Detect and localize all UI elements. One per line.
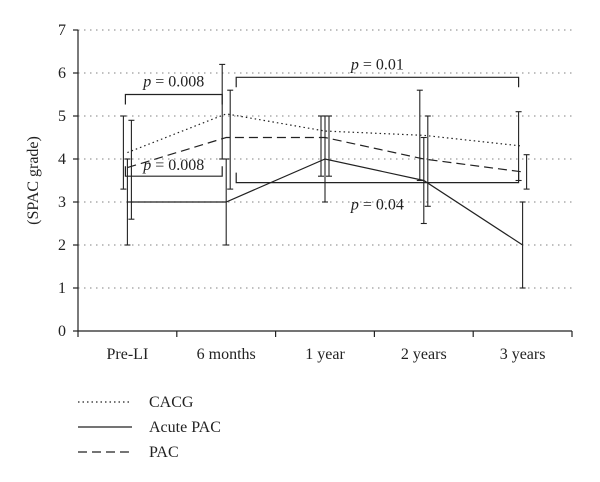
series-line: [127, 113, 523, 154]
y-tick-label: 1: [58, 280, 66, 297]
x-tick-label: 1 year: [305, 346, 345, 363]
series-pac: [127, 89, 530, 220]
p-value-label: p = 0.008: [142, 157, 204, 174]
y-tick-label: 4: [58, 151, 66, 168]
p-value: = 0.01: [359, 56, 404, 73]
x-tick-label: Pre-LI: [107, 346, 149, 363]
significance-bracket: [235, 172, 520, 184]
p-value-label: p = 0.04: [350, 197, 404, 214]
significance-annotation: p = 0.01: [235, 56, 520, 88]
p-value: = 0.008: [151, 157, 204, 174]
y-tick-label: 3: [58, 194, 66, 211]
y-tick-label: 5: [58, 108, 66, 125]
significance-annotation: p = 0.04: [235, 172, 520, 214]
significance-bracket: [124, 166, 223, 177]
x-tick-label: 3 years: [500, 346, 546, 363]
y-tick-label: 7: [58, 22, 66, 39]
p-value: = 0.008: [151, 74, 204, 91]
legend-label: Acute PAC: [149, 419, 221, 436]
legend-entry: PAC: [78, 444, 179, 461]
axes-layer: 0 1 2 3 4 5 6 7 Pre-LI 6 months 1 year 2 years 3 yea…: [25, 22, 573, 363]
p-symbol: p: [142, 74, 151, 91]
legend-entry: Acute PAC: [78, 419, 221, 436]
p-symbol: p: [350, 197, 359, 214]
y-axis-label: (SPAC grade): [25, 136, 42, 225]
p-value-label: p = 0.01: [350, 56, 404, 73]
y-tick-label: 6: [58, 65, 66, 82]
significance-bracket: [235, 76, 520, 88]
significance-bracket: [124, 93, 223, 105]
x-tick-label: 6 months: [197, 346, 256, 363]
series-layer: [120, 63, 530, 289]
p-value-label: p = 0.008: [142, 74, 204, 91]
y-tick-label: 2: [58, 237, 66, 254]
significance-annotation: p = 0.008: [124, 157, 223, 177]
series-line: [127, 136, 523, 173]
legend-entry: CACG: [78, 394, 194, 411]
p-symbol: p: [142, 157, 151, 174]
significance-annotation: p = 0.008: [124, 74, 223, 105]
legend-label: CACG: [149, 394, 194, 411]
y-tick-label: 0: [58, 323, 66, 340]
series-acute-pac: [124, 115, 526, 289]
p-symbol: p: [350, 56, 359, 73]
legend-label: PAC: [149, 444, 179, 461]
p-value: = 0.04: [359, 197, 404, 214]
legend-layer: CACG Acute PAC PAC: [78, 394, 221, 461]
x-tick-label: 2 years: [401, 346, 447, 363]
series-cacg: [120, 63, 523, 190]
